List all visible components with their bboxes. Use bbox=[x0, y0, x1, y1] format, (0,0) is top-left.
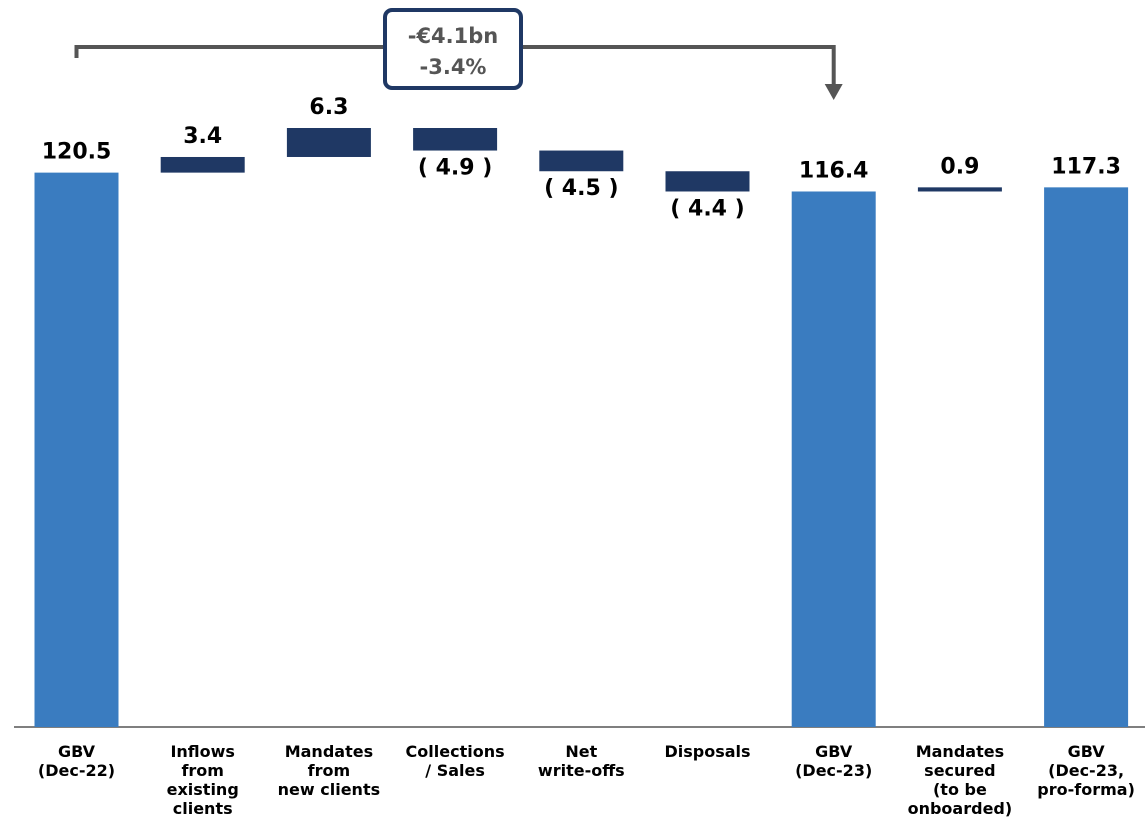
value-label: 116.4 bbox=[799, 158, 869, 183]
category-label: GBV (Dec-23, pro-forma) bbox=[1037, 742, 1135, 799]
total-bar bbox=[34, 172, 119, 727]
category-label: Disposals bbox=[664, 742, 750, 761]
value-label: 6.3 bbox=[309, 95, 348, 120]
category-label: GBV (Dec-22) bbox=[38, 742, 115, 780]
value-label: ( 4.5 ) bbox=[544, 176, 618, 201]
value-label: 3.4 bbox=[183, 124, 222, 149]
category-label: Mandates secured (to be onboarded) bbox=[908, 742, 1013, 818]
total-bar bbox=[1044, 187, 1129, 728]
category-label: Collections / Sales bbox=[406, 742, 505, 780]
arrow-head-icon bbox=[824, 84, 843, 100]
callout-percent: -3.4% bbox=[420, 55, 487, 79]
category-label: GBV (Dec-23) bbox=[795, 742, 872, 780]
value-label: 120.5 bbox=[42, 140, 112, 165]
category-label: Mandates from new clients bbox=[278, 742, 380, 799]
delta-bar bbox=[917, 187, 1002, 192]
delta-bar bbox=[160, 156, 245, 173]
delta-bar bbox=[665, 171, 750, 192]
value-label: 0.9 bbox=[940, 154, 979, 179]
value-label: 117.3 bbox=[1051, 154, 1121, 179]
callout-amount: -€4.1bn bbox=[408, 24, 499, 48]
total-bar bbox=[791, 191, 876, 728]
value-label: ( 4.9 ) bbox=[418, 156, 492, 181]
delta-bar bbox=[413, 128, 498, 151]
category-label: Inflows from existing clients bbox=[167, 742, 239, 818]
delta-bar bbox=[286, 128, 371, 157]
value-label: ( 4.4 ) bbox=[670, 196, 744, 221]
delta-bar bbox=[539, 150, 624, 172]
change-callout-box bbox=[383, 8, 523, 90]
category-label: Net write-offs bbox=[538, 742, 625, 780]
